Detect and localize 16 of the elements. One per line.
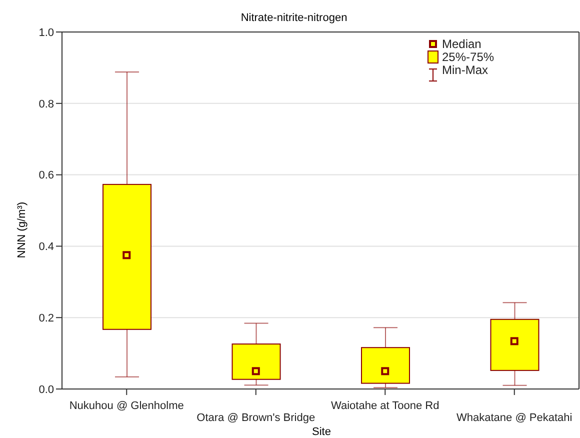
x-axis-title: Site	[311, 426, 332, 438]
x-tick-label: Whakatane @ Pekatahi	[456, 412, 572, 424]
x-tick-label: Nukuhou @ Glenholme	[69, 400, 184, 412]
x-tick-label: Waiotahe at Toone Rd	[331, 400, 440, 412]
annotation: Median	[442, 37, 482, 51]
y-tick-label: 0.8	[38, 98, 54, 110]
y-tick-label: 0.4	[38, 241, 54, 254]
annotation: Min-Max	[442, 63, 488, 77]
y-axis-title: NNN (g/m³)	[16, 202, 28, 258]
y-tick-label: 1.0	[38, 26, 54, 39]
y-tick-label: 0.6	[38, 170, 54, 182]
x-tick-label: Otara @ Brown's Bridge	[196, 412, 316, 424]
y-tick-label: 0.2	[38, 312, 54, 325]
y-tick-label: 0.0	[38, 384, 54, 396]
annotation: 25%-75%	[442, 50, 494, 64]
chart-title: Nitrate-nitrite-nitrogen	[240, 12, 348, 24]
